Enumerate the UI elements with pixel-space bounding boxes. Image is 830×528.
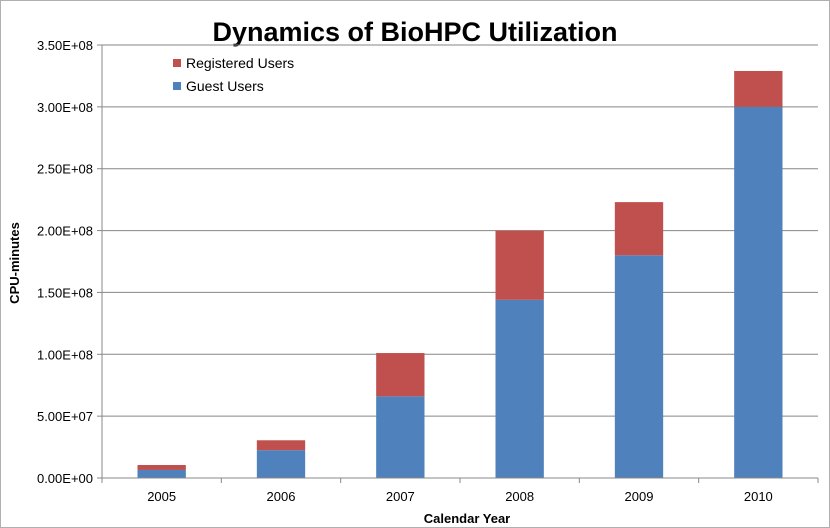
y-tick-label: 2.50E+08 xyxy=(37,162,93,177)
y-axis-title: CPU-minutes xyxy=(7,222,22,304)
x-tick-label: 2006 xyxy=(267,489,296,504)
bar-2007-guest xyxy=(376,396,425,478)
y-tick-label: 1.50E+08 xyxy=(37,285,93,300)
bars xyxy=(137,70,783,478)
y-tick-label: 3.00E+08 xyxy=(37,100,93,115)
bar-2007-registered xyxy=(376,353,425,397)
x-tick-label: 2007 xyxy=(386,489,415,504)
legend: Registered Users Guest Users xyxy=(173,55,294,94)
x-tick-label: 2005 xyxy=(147,489,176,504)
bar-2006-guest xyxy=(256,450,306,478)
bar-2009-guest xyxy=(614,255,664,478)
y-tick-label: 1.00E+08 xyxy=(37,347,93,362)
x-axis-ticks: 2005 2006 2007 2008 2009 2010 xyxy=(101,478,819,504)
bar-2006-registered xyxy=(256,440,306,451)
legend-label-1: Guest Users xyxy=(186,78,264,94)
x-tick-label: 2008 xyxy=(505,489,534,504)
gridlines xyxy=(102,44,818,417)
y-tick-label: 3.50E+08 xyxy=(37,38,93,53)
legend-swatch-1 xyxy=(173,82,181,90)
legend-label-0: Registered Users xyxy=(186,55,294,71)
legend-swatch-0 xyxy=(173,59,181,67)
y-axis-ticks: 0.00E+00 5.00E+07 1.00E+08 1.50E+08 2.00E+08… xyxy=(37,38,102,486)
y-tick-label: 2.00E+08 xyxy=(37,224,93,239)
bar-2008-guest xyxy=(495,299,544,478)
y-tick-label: 0.00E+00 xyxy=(37,471,93,486)
bar-2010-guest xyxy=(734,106,783,478)
y-tick-label: 5.00E+07 xyxy=(37,409,93,424)
x-tick-label: 2009 xyxy=(625,489,654,504)
bar-2005-registered xyxy=(137,465,186,470)
bar-2008-registered xyxy=(495,230,544,300)
bar-2005-guest xyxy=(137,469,186,478)
bar-2009-registered xyxy=(614,202,664,256)
x-axis-title: Calendar Year xyxy=(424,511,510,526)
bar-2010-registered xyxy=(734,70,783,107)
chart-title: Dynamics of BioHPC Utilization xyxy=(212,17,617,47)
x-tick-label: 2010 xyxy=(744,489,773,504)
